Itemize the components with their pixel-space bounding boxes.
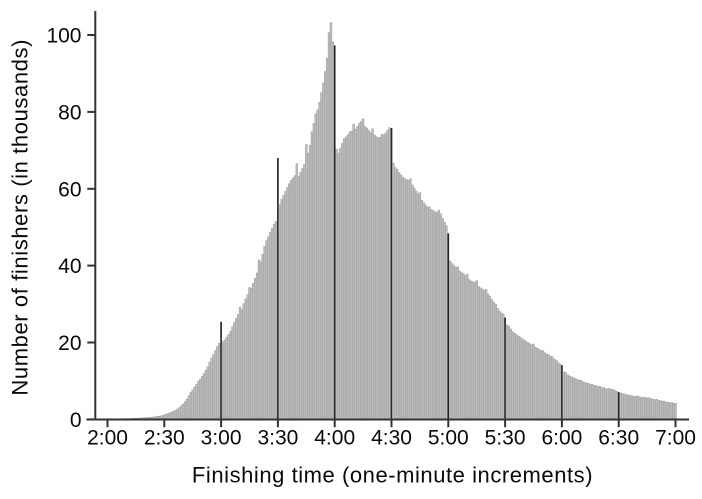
- svg-text:2:30: 2:30: [144, 427, 185, 450]
- svg-text:3:30: 3:30: [257, 427, 298, 450]
- svg-text:3:00: 3:00: [201, 427, 242, 450]
- svg-text:80: 80: [58, 101, 81, 124]
- svg-text:4:30: 4:30: [371, 427, 412, 450]
- svg-text:7:00: 7:00: [655, 427, 696, 450]
- svg-text:60: 60: [58, 178, 81, 201]
- svg-text:2:00: 2:00: [87, 427, 128, 450]
- svg-text:100: 100: [46, 25, 81, 48]
- svg-text:0: 0: [70, 409, 82, 432]
- svg-text:40: 40: [58, 255, 81, 278]
- svg-text:6:30: 6:30: [598, 427, 639, 450]
- svg-text:20: 20: [58, 332, 81, 355]
- svg-text:Number of finishers (in thousa: Number of finishers (in thousands): [8, 39, 33, 396]
- svg-text:5:00: 5:00: [428, 427, 469, 450]
- svg-text:6:00: 6:00: [541, 427, 582, 450]
- svg-text:Finishing time (one-minute inc: Finishing time (one-minute increments): [192, 463, 593, 488]
- svg-text:5:30: 5:30: [485, 427, 526, 450]
- svg-text:4:00: 4:00: [314, 427, 355, 450]
